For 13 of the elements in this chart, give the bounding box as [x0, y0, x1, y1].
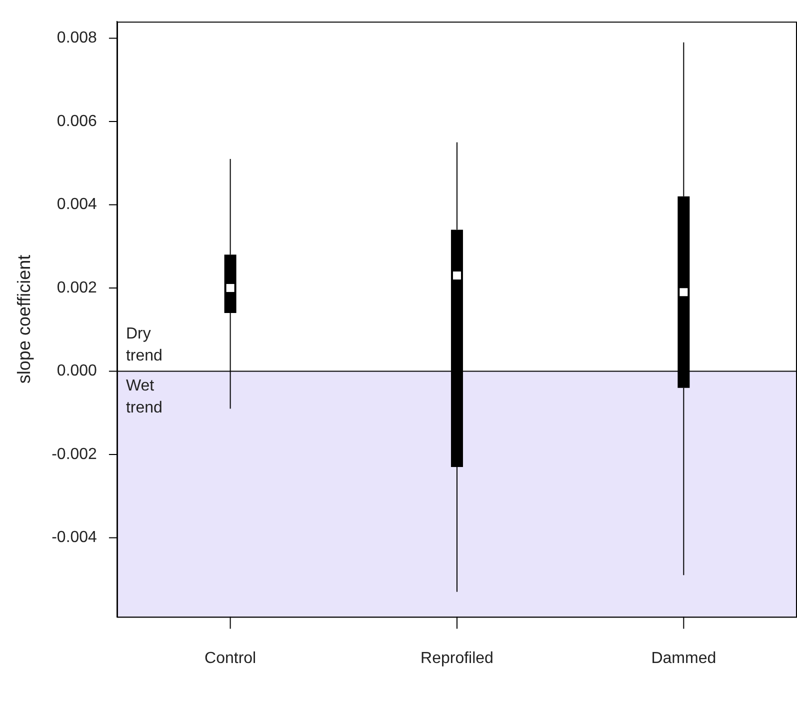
y-tick-label: 0.006: [56, 112, 98, 130]
y-axis-title: slope coefficient: [14, 254, 34, 384]
annotation: Wet trend: [126, 378, 162, 417]
x-tick-label: Dammed: [651, 650, 716, 667]
annotation: Dry trend: [126, 326, 162, 365]
y-tick-label: 0.002: [56, 279, 98, 296]
y-tick-label: 0.008: [56, 30, 98, 47]
x-tick-label: Reprofiled: [420, 650, 494, 667]
y-tick-label: -0.002: [52, 446, 98, 463]
y-tick-label: 0.004: [56, 196, 98, 214]
y-tick-label: -0.004: [52, 529, 98, 546]
x-tick-label: Control: [204, 650, 256, 667]
y-tick-label: 0.000: [56, 362, 98, 380]
